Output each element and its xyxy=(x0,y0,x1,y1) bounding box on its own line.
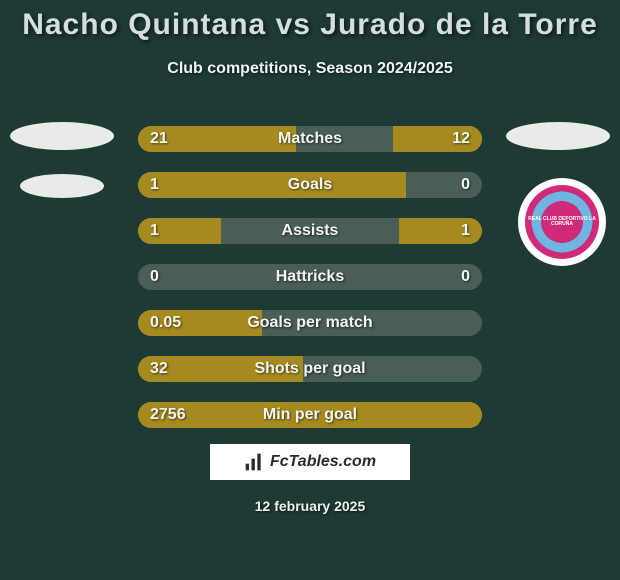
page-subtitle: Club competitions, Season 2024/2025 xyxy=(0,60,620,78)
stat-value-right: 0 xyxy=(461,172,470,198)
stat-row: Matches21 12 xyxy=(138,126,482,152)
stats-bars: Matches2112Goals10Assists11Hattricks00Go… xyxy=(138,126,482,448)
stat-value-left: 1 xyxy=(150,172,159,198)
stat-row: Hattricks0 0 xyxy=(138,264,482,290)
stat-value-right: 0 xyxy=(461,264,470,290)
stat-label: Goals per match xyxy=(138,310,482,336)
player2-photo-placeholder xyxy=(506,122,610,150)
stat-label: Min per goal xyxy=(138,402,482,428)
stat-value-left: 1 xyxy=(150,218,159,244)
stat-value-right: 12 xyxy=(452,126,470,152)
stat-value-left: 21 xyxy=(150,126,168,152)
stat-row: Shots per goal32 xyxy=(138,356,482,382)
stat-row: Goals1 0 xyxy=(138,172,482,198)
stat-value-left: 2756 xyxy=(150,402,186,428)
stat-value-left: 0.05 xyxy=(150,310,181,336)
stat-value-right: 1 xyxy=(461,218,470,244)
stat-value-left: 0 xyxy=(150,264,159,290)
stat-value-left: 32 xyxy=(150,356,168,382)
stat-label: Hattricks xyxy=(138,264,482,290)
generated-date: 12 february 2025 xyxy=(0,498,620,514)
bars-icon xyxy=(244,452,264,472)
stat-row: Goals per match0.05 xyxy=(138,310,482,336)
stat-label: Shots per goal xyxy=(138,356,482,382)
player1-photo-placeholder-2 xyxy=(20,174,104,198)
stat-row: Min per goal2756 xyxy=(138,402,482,428)
brand-card[interactable]: FcTables.com xyxy=(210,444,410,480)
club-crest: REAL CLUB DEPORTIVO LA CORUÑA xyxy=(518,178,606,266)
stat-label: Assists xyxy=(138,218,482,244)
club-crest-text: REAL CLUB DEPORTIVO LA CORUÑA xyxy=(525,185,599,259)
brand-text: FcTables.com xyxy=(270,453,376,471)
player1-photo-placeholder-1 xyxy=(10,122,114,150)
stat-row: Assists1 1 xyxy=(138,218,482,244)
stat-label: Goals xyxy=(138,172,482,198)
stat-label: Matches xyxy=(138,126,482,152)
page-title: Nacho Quintana vs Jurado de la Torre xyxy=(0,0,620,42)
